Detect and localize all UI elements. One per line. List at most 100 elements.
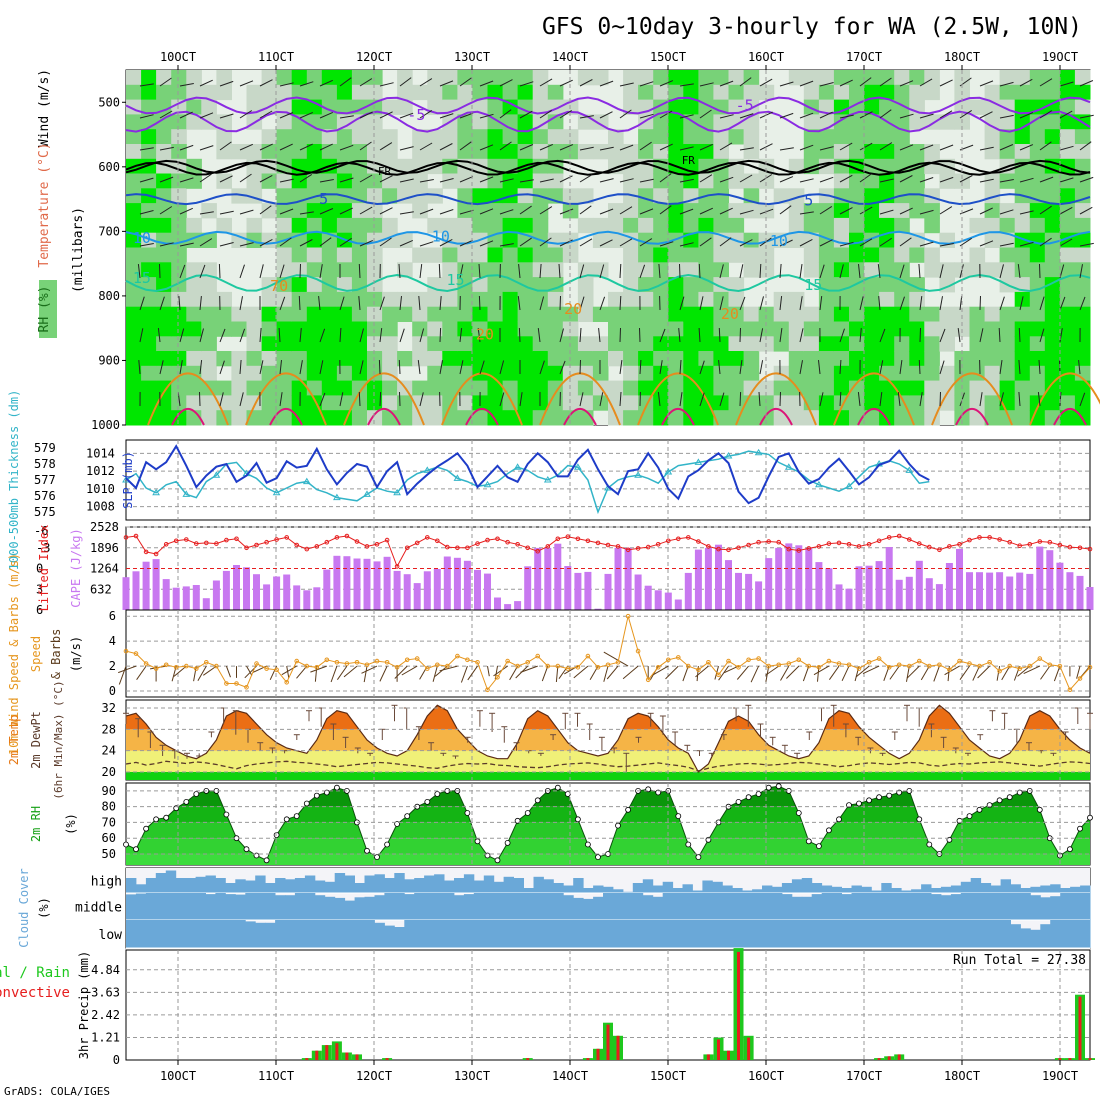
rh-cell: [969, 247, 986, 263]
rh-cell: [261, 173, 278, 189]
rh-cell: [261, 336, 278, 352]
cloud-cell: [940, 920, 952, 948]
thickness-point: [363, 490, 371, 497]
cape-bar: [443, 556, 451, 610]
rh-cell: [321, 114, 338, 130]
wind-barb: [319, 143, 333, 151]
rh-cell: [668, 217, 684, 234]
rh-cell: [306, 365, 323, 382]
rh-cell: [382, 129, 398, 145]
cape-bar: [614, 547, 622, 610]
cloud-cell: [841, 894, 852, 920]
precip-convective-bar: [315, 1050, 319, 1060]
rh-cell: [156, 232, 172, 248]
rh-cell: [502, 291, 519, 308]
rh-cell: [502, 173, 519, 189]
rh-cell: [833, 380, 850, 396]
rh-point: [836, 816, 842, 823]
isotherm-arch-warm: [171, 407, 205, 426]
rh-cell: [562, 203, 579, 219]
cape-bar: [222, 570, 230, 610]
rh-cell: [261, 144, 278, 160]
cloud-cell: [742, 890, 753, 893]
cloud-cell: [444, 880, 455, 893]
wind-speed-point: [374, 658, 380, 664]
rh-cell: [924, 306, 940, 322]
rh-cell: [1059, 380, 1076, 396]
cloud-cell: [175, 893, 187, 920]
cloud-cell: [195, 893, 206, 920]
temp-band: [126, 772, 1090, 780]
wind-barb: [599, 296, 606, 311]
rh-cell: [306, 336, 323, 352]
rh-point: [303, 800, 310, 807]
rh-cell: [246, 84, 263, 101]
lifted-index-point: [716, 546, 721, 552]
rh-cell: [818, 395, 835, 411]
rh-cell: [382, 99, 398, 115]
date-label-bottom: 13OCT: [454, 1069, 490, 1083]
wind-barb: [1079, 206, 1093, 215]
cloud-cell: [1020, 893, 1031, 920]
wind-barb: [259, 360, 264, 375]
rh-cell: [683, 217, 699, 234]
wind-barb: [877, 264, 881, 279]
wind-barb: [579, 174, 593, 183]
cape-bar: [182, 586, 190, 610]
precip-convective-bar: [747, 1037, 751, 1060]
rh-cell: [668, 173, 684, 189]
rh-cell: [818, 84, 835, 101]
rh-cell: [231, 306, 247, 322]
lifted-index-point: [455, 545, 460, 551]
rh-cell: [879, 99, 895, 115]
rh-cell: [171, 70, 187, 86]
lifted-index-point: [666, 538, 671, 544]
cape-bar: [233, 565, 240, 610]
cloud-cell: [1000, 893, 1011, 920]
wind-barb: [579, 264, 585, 279]
lifted-index-point: [1077, 545, 1083, 551]
wind-barb: [1018, 391, 1021, 407]
rh-side-label: RH (%): [37, 286, 52, 333]
wind-barb: [518, 264, 521, 279]
lifted-index-point: [133, 533, 139, 539]
rh-cell: [487, 144, 504, 160]
wind-barb: [439, 143, 453, 151]
rh-cell: [803, 336, 820, 352]
rh-cell: [638, 336, 654, 352]
lifted-index-point: [394, 564, 400, 569]
lifted-index-point: [776, 539, 782, 545]
rh-cell: [683, 380, 699, 396]
wind-speed-point: [184, 663, 189, 669]
cape-bar: [393, 570, 401, 610]
rh-cell: [909, 247, 925, 263]
precip-convective-bar: [616, 1035, 620, 1060]
wind-barb: [432, 665, 438, 682]
wind-barb: [319, 237, 332, 247]
cape-bar: [1036, 546, 1044, 610]
cloud-cell: [543, 893, 554, 920]
wind-barb: [339, 177, 354, 183]
lifted-index-point: [1087, 546, 1093, 552]
rh-cell: [683, 262, 699, 278]
rh-cell: [728, 291, 745, 308]
rh-cell: [276, 99, 293, 115]
rh-cell: [367, 129, 383, 145]
rh-cell: [306, 232, 323, 248]
rh-cell: [276, 114, 293, 130]
cloud-cell: [652, 885, 664, 893]
wind-speed-point: [987, 660, 992, 665]
wind-barb: [639, 327, 641, 343]
date-label-bottom: 19OCT: [1042, 1069, 1078, 1083]
rh-cell: [849, 188, 865, 204]
precip-convective-bar: [1088, 1058, 1092, 1060]
wind-speed-point: [1067, 687, 1073, 693]
wind-barb: [619, 178, 634, 183]
rh-cell: [984, 129, 1001, 145]
isotherm-arch-warm: [563, 407, 597, 426]
rh-cell: [427, 144, 443, 160]
lifted-index-point: [384, 537, 390, 543]
wind-barb: [819, 82, 834, 87]
rh-cell: [412, 321, 428, 337]
